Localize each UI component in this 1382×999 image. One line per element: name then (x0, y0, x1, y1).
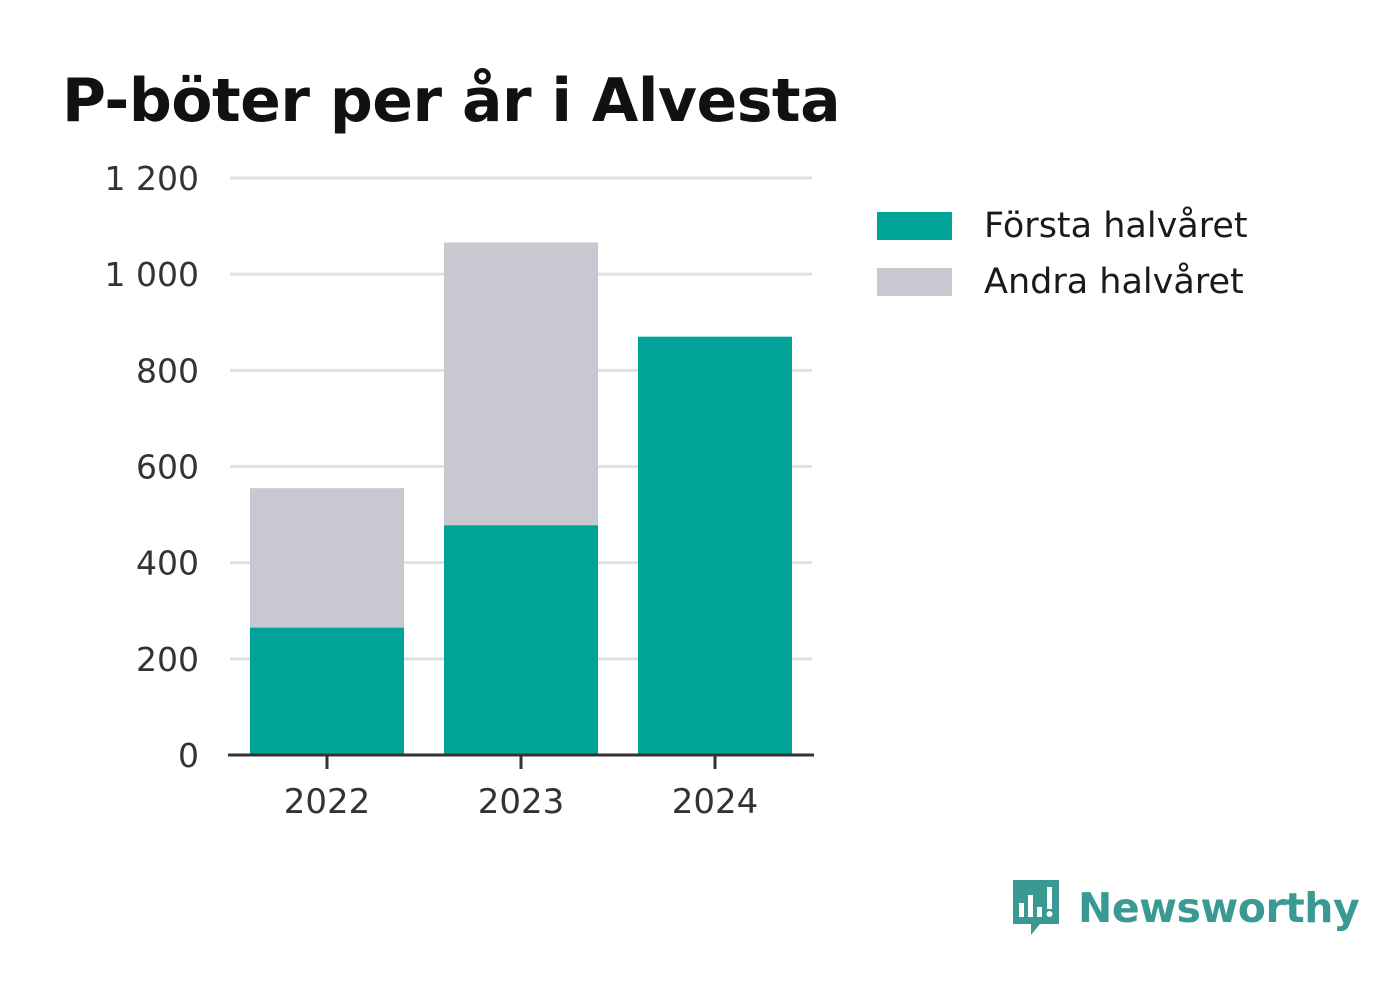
bar-chart: 0 200 400 600 800 1 000 1 200 2022 2023 2024 (105, 159, 814, 822)
brand-name: Newsworthy (1078, 884, 1360, 932)
y-tick-label-1200: 1 200 (105, 159, 199, 198)
y-tick-label-400: 400 (136, 544, 199, 583)
legend-swatch-andra-halvaret (877, 268, 952, 296)
y-tick-label-200: 200 (136, 640, 199, 679)
y-tick-label-1000: 1 000 (105, 255, 199, 294)
bars (250, 242, 792, 755)
newsworthy-logo-icon (1013, 880, 1059, 935)
chart-title: P-böter per år i Alvesta (62, 66, 841, 136)
axes: 0 200 400 600 800 1 000 1 200 2022 2023 2024 (105, 159, 814, 822)
legend-label-andra-halvaret: Andra halvåret (984, 262, 1244, 302)
legend-item-forsta-halvaret: Första halvåret (877, 198, 1248, 254)
x-tick-label-2024: 2024 (672, 782, 759, 822)
legend-swatch-forsta-halvaret (877, 212, 952, 240)
y-tick-label-800: 800 (136, 351, 199, 390)
legend-item-andra-halvaret: Andra halvåret (877, 254, 1248, 310)
x-tick-label-2022: 2022 (284, 782, 371, 822)
legend: Första halvåret Andra halvåret (877, 198, 1248, 310)
bar-2022-series-1 (250, 488, 404, 628)
x-tick-label-2023: 2023 (478, 782, 565, 822)
bar-2023-series-1 (444, 242, 598, 526)
y-tick-label-0: 0 (178, 736, 199, 775)
y-tick-label-600: 600 (136, 448, 199, 487)
bar-2024-series-0 (638, 336, 792, 755)
brand-logo: Newsworthy (1010, 878, 1360, 938)
bar-2023-series-0 (444, 525, 598, 755)
bar-2022-series-0 (250, 627, 404, 755)
legend-label-forsta-halvaret: Första halvåret (984, 206, 1248, 246)
